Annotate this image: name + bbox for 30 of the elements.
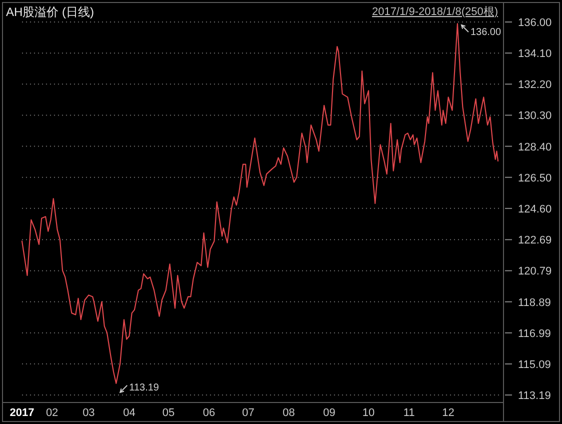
line-series (21, 23, 499, 384)
y-tick-label: 124.60 (518, 203, 552, 216)
x-tick-label: 04 (123, 407, 136, 419)
chart-subtitle: 2017/1/9-2018/1/8(250根) (372, 6, 498, 18)
y-tick-label: 122.69 (518, 234, 552, 247)
annotation: 136.00 (470, 27, 502, 38)
x-tick-label: 2017 (10, 407, 34, 419)
x-tick-label: 02 (46, 407, 58, 419)
y-tick-label: 113.19 (518, 390, 551, 402)
y-tick-label: 126.50 (518, 172, 552, 184)
x-tick-label: 03 (82, 407, 95, 419)
y-tick-label: 128.40 (518, 141, 552, 154)
annotation: 113.19 (129, 382, 160, 394)
y-tick-label: 118.89 (518, 296, 551, 309)
chart-title: AH股溢价 (日线) (6, 5, 94, 19)
x-tick-label: 12 (442, 407, 454, 419)
x-tick-label: 06 (202, 407, 216, 419)
y-tick-label: 115.09 (518, 358, 551, 371)
x-tick-label: 07 (242, 407, 254, 419)
y-tick-label: 136.00 (518, 17, 552, 29)
y-tick-label: 120.79 (518, 266, 552, 278)
x-tick-label: 08 (282, 407, 295, 419)
x-tick-label: 05 (162, 407, 175, 419)
y-tick-label: 132.20 (518, 79, 552, 92)
x-tick-label: 09 (323, 407, 336, 419)
x-tick-label: 11 (403, 407, 415, 419)
x-tick-label: 10 (362, 407, 375, 419)
y-tick-label: 130.30 (518, 110, 552, 122)
y-tick-label: 116.99 (518, 328, 551, 340)
y-tick-label: 134.10 (518, 48, 552, 60)
